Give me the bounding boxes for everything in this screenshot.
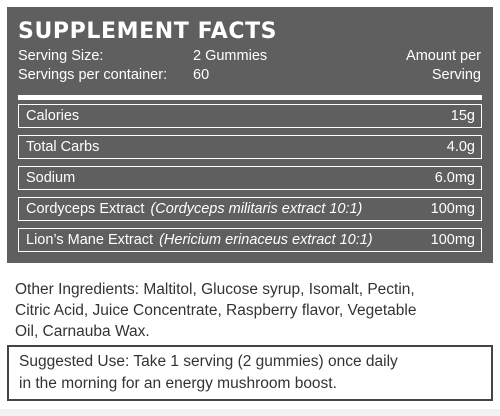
- nutrient-latin-name: (Hericium erinaceus extract 10:1): [159, 232, 373, 248]
- serving-label: Serving: [431, 67, 481, 83]
- nutrient-row-sodium: Sodium 6.0mg: [18, 166, 482, 190]
- nutrient-amount: 100mg: [430, 232, 475, 248]
- nutrient-row-total-carbs: Total Carbs 4.0g: [18, 135, 482, 159]
- serving-values: 2 Gummies 60: [193, 47, 267, 85]
- servings-per-container-label: Servings per container:: [18, 67, 168, 83]
- suggested-use-line: Suggested Use: Take 1 serving (2 gummies…: [19, 353, 398, 370]
- ingredients-line: Other Ingredients: Maltitol, Glucose syr…: [15, 281, 415, 298]
- nutrient-amount: 4.0g: [446, 139, 475, 155]
- amount-per-serving-header: Amount per Serving: [406, 47, 481, 85]
- other-ingredients: Other Ingredients: Maltitol, Glucose syr…: [15, 279, 493, 342]
- serving-size-value: 2 Gummies: [193, 48, 268, 64]
- nutrient-name: Total Carbs: [26, 139, 100, 155]
- nutrient-name: Cordyceps Extract: [26, 201, 145, 217]
- nutrient-name: Sodium: [26, 170, 76, 186]
- nutrient-amount: 6.0mg: [434, 170, 475, 186]
- amount-per-label: Amount per: [406, 48, 481, 64]
- ingredients-line: Oil, Carnauba Wax.: [15, 323, 150, 340]
- facts-title: SUPPLEMENT FACTS: [18, 19, 278, 44]
- suggested-use-line: in the morning for an energy mushroom bo…: [19, 375, 337, 392]
- nutrient-row-cordyceps: Cordyceps Extract (Cordyceps militaris e…: [18, 197, 482, 221]
- nutrient-row-lions-mane: Lion’s Mane Extract (Hericium erinaceus …: [18, 228, 482, 252]
- nutrient-amount: 100mg: [430, 201, 475, 217]
- suggested-use-box: Suggested Use: Take 1 serving (2 gummies…: [7, 345, 493, 401]
- serving-size-label: Serving Size:: [18, 48, 104, 64]
- servings-per-container-value: 60: [193, 67, 210, 83]
- nutrient-name: Calories: [26, 108, 80, 124]
- nutrient-row-calories: Calories 15g: [18, 104, 482, 128]
- serving-labels: Serving Size: Servings per container:: [18, 47, 167, 85]
- nutrient-latin-name: (Cordyceps militaris extract 10:1): [150, 201, 363, 217]
- nutrient-name: Lion’s Mane Extract: [26, 232, 154, 248]
- section-divider: [18, 95, 482, 100]
- ingredients-line: Citric Acid, Juice Concentrate, Raspberr…: [15, 302, 417, 319]
- nutrient-amount: 15g: [450, 108, 475, 124]
- bottom-strip: [0, 409, 500, 416]
- supplement-facts-panel: SUPPLEMENT FACTS Serving Size: Servings …: [7, 7, 493, 263]
